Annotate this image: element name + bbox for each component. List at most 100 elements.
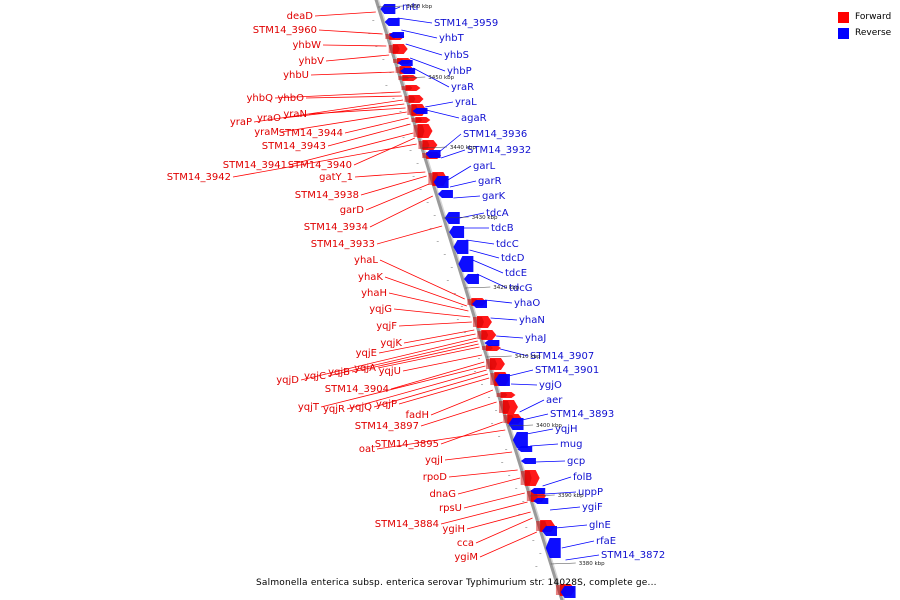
forward-gene-label[interactable]: yqjK	[380, 338, 402, 349]
forward-gene-label[interactable]: yqjE	[356, 348, 377, 359]
reverse-gene-label[interactable]: mug	[560, 439, 582, 450]
forward-gene-label[interactable]: gatY_1	[319, 172, 353, 183]
forward-gene-label[interactable]: yqjG	[369, 304, 392, 315]
forward-gene-label[interactable]: yraN	[283, 109, 307, 120]
reverse-gene-feature[interactable]	[449, 226, 465, 238]
forward-gene-label[interactable]: STM14_3895	[375, 439, 439, 450]
forward-gene-label[interactable]: oat	[359, 444, 375, 455]
reverse-gene-label[interactable]: uppP	[578, 487, 603, 498]
forward-gene-label[interactable]: yqjC	[304, 371, 326, 382]
reverse-gene-label[interactable]: STM14_3936	[463, 129, 527, 140]
reverse-gene-label[interactable]: garK	[482, 191, 506, 202]
reverse-gene-feature[interactable]	[458, 256, 474, 272]
reverse-gene-feature[interactable]	[444, 212, 460, 224]
forward-gene-label[interactable]: STM14_3942	[167, 172, 231, 183]
forward-gene-label[interactable]: yqjP	[376, 399, 397, 410]
reverse-gene-label[interactable]: glnE	[589, 520, 611, 531]
reverse-gene-feature[interactable]	[560, 586, 576, 598]
forward-gene-label[interactable]: yhaL	[354, 255, 378, 266]
forward-gene-label[interactable]: yhbW	[293, 40, 322, 51]
reverse-gene-label[interactable]: tdcB	[491, 223, 514, 234]
reverse-gene-feature[interactable]	[484, 340, 500, 346]
reverse-gene-label[interactable]: yhaJ	[525, 333, 546, 344]
legend-reverse[interactable]: Reverse	[838, 25, 891, 41]
forward-gene-label[interactable]: yqjU	[379, 366, 401, 377]
forward-gene-label[interactable]: garD	[340, 205, 365, 216]
forward-gene-label[interactable]: dnaG	[429, 489, 456, 500]
reverse-gene-label[interactable]: agaR	[461, 113, 487, 124]
forward-gene-label[interactable]: STM14_3940	[288, 160, 352, 171]
reverse-gene-feature[interactable]	[412, 108, 428, 114]
forward-gene-label[interactable]: STM14_3934	[304, 222, 368, 233]
forward-gene-label[interactable]: fadH	[405, 410, 429, 421]
forward-gene-label[interactable]: yhaK	[358, 272, 383, 283]
forward-gene-label[interactable]: yqjR	[323, 404, 345, 415]
reverse-gene-label[interactable]: aer	[546, 395, 563, 406]
forward-gene-label[interactable]: yraP	[230, 117, 252, 128]
forward-gene-label[interactable]: STM14_3941	[223, 160, 287, 171]
reverse-gene-label[interactable]: STM14_3959	[434, 18, 498, 29]
reverse-gene-label[interactable]: STM14_3901	[535, 365, 599, 376]
forward-gene-label[interactable]: yqjA	[354, 363, 376, 374]
reverse-gene-feature[interactable]	[541, 526, 557, 536]
reverse-gene-feature[interactable]	[530, 488, 546, 494]
reverse-gene-feature[interactable]	[533, 498, 549, 504]
forward-gene-label[interactable]: STM14_3960	[253, 25, 317, 36]
forward-gene-label[interactable]: yqjD	[276, 375, 299, 386]
forward-gene-label[interactable]: yqjQ	[349, 402, 372, 413]
forward-gene-label[interactable]: yqjI	[425, 455, 443, 466]
reverse-gene-feature[interactable]	[517, 446, 533, 452]
reverse-gene-feature[interactable]	[453, 240, 469, 254]
forward-gene-label[interactable]: cca	[457, 538, 474, 549]
reverse-gene-feature[interactable]	[508, 418, 524, 430]
reverse-gene-label[interactable]: STM14_3907	[530, 351, 594, 362]
forward-gene-label[interactable]: yqjT	[298, 402, 320, 413]
forward-gene-label[interactable]: yhbO	[278, 93, 305, 104]
reverse-gene-label[interactable]: yhaO	[514, 298, 540, 309]
reverse-gene-label[interactable]: tdcC	[496, 239, 519, 250]
forward-gene-label[interactable]: yqjF	[376, 321, 397, 332]
reverse-gene-feature[interactable]	[520, 458, 536, 464]
reverse-gene-label[interactable]: yhaN	[519, 315, 545, 326]
reverse-gene-label[interactable]: mtr	[402, 2, 421, 13]
forward-gene-label[interactable]: STM14_3897	[355, 421, 419, 432]
reverse-gene-feature[interactable]	[463, 274, 479, 284]
reverse-gene-feature[interactable]	[400, 68, 416, 74]
legend-forward[interactable]: Forward	[838, 9, 891, 25]
reverse-gene-label[interactable]: yhbP	[447, 66, 472, 77]
reverse-gene-label[interactable]: tdcG	[509, 283, 533, 294]
reverse-gene-label[interactable]: STM14_3872	[601, 550, 665, 561]
forward-gene-label[interactable]: STM14_3943	[262, 141, 326, 152]
reverse-gene-feature[interactable]	[545, 538, 561, 558]
reverse-gene-feature[interactable]	[397, 60, 413, 66]
reverse-gene-label[interactable]: tdcD	[501, 253, 525, 264]
forward-gene-label[interactable]: yraM	[254, 127, 279, 138]
reverse-gene-feature[interactable]	[472, 300, 487, 308]
reverse-gene-label[interactable]: garL	[473, 161, 496, 172]
reverse-gene-label[interactable]: ygiF	[582, 502, 603, 513]
reverse-gene-label[interactable]: garR	[478, 176, 502, 187]
forward-gene-label[interactable]: STM14_3884	[375, 519, 439, 530]
forward-gene-label[interactable]: yhbU	[283, 70, 309, 81]
reverse-gene-label[interactable]: yhbT	[439, 33, 465, 44]
forward-gene-label[interactable]: STM14_3904	[325, 384, 389, 395]
forward-gene-label[interactable]: yraO	[257, 113, 281, 124]
forward-gene-label[interactable]: STM14_3944	[279, 128, 343, 139]
reverse-gene-label[interactable]: gcp	[567, 456, 585, 467]
forward-gene-label[interactable]: rpsU	[439, 503, 462, 514]
reverse-gene-label[interactable]: tdcA	[486, 208, 509, 219]
reverse-gene-feature[interactable]	[512, 432, 528, 448]
reverse-gene-label[interactable]: yraR	[451, 82, 474, 93]
forward-gene-label[interactable]: STM14_3933	[311, 239, 375, 250]
forward-gene-label[interactable]: STM14_3938	[295, 190, 359, 201]
reverse-gene-feature[interactable]	[389, 32, 405, 38]
reverse-gene-label[interactable]: STM14_3893	[550, 409, 614, 420]
forward-gene-label[interactable]: ygiM	[454, 552, 478, 563]
reverse-gene-feature[interactable]	[437, 190, 453, 198]
forward-gene-label[interactable]: deaD	[287, 11, 314, 22]
reverse-gene-feature[interactable]	[433, 176, 449, 188]
reverse-gene-label[interactable]: ygjO	[539, 380, 562, 391]
forward-gene-label[interactable]: yhaH	[361, 288, 387, 299]
reverse-gene-feature[interactable]	[494, 374, 510, 386]
reverse-gene-label[interactable]: yqjH	[555, 424, 578, 435]
